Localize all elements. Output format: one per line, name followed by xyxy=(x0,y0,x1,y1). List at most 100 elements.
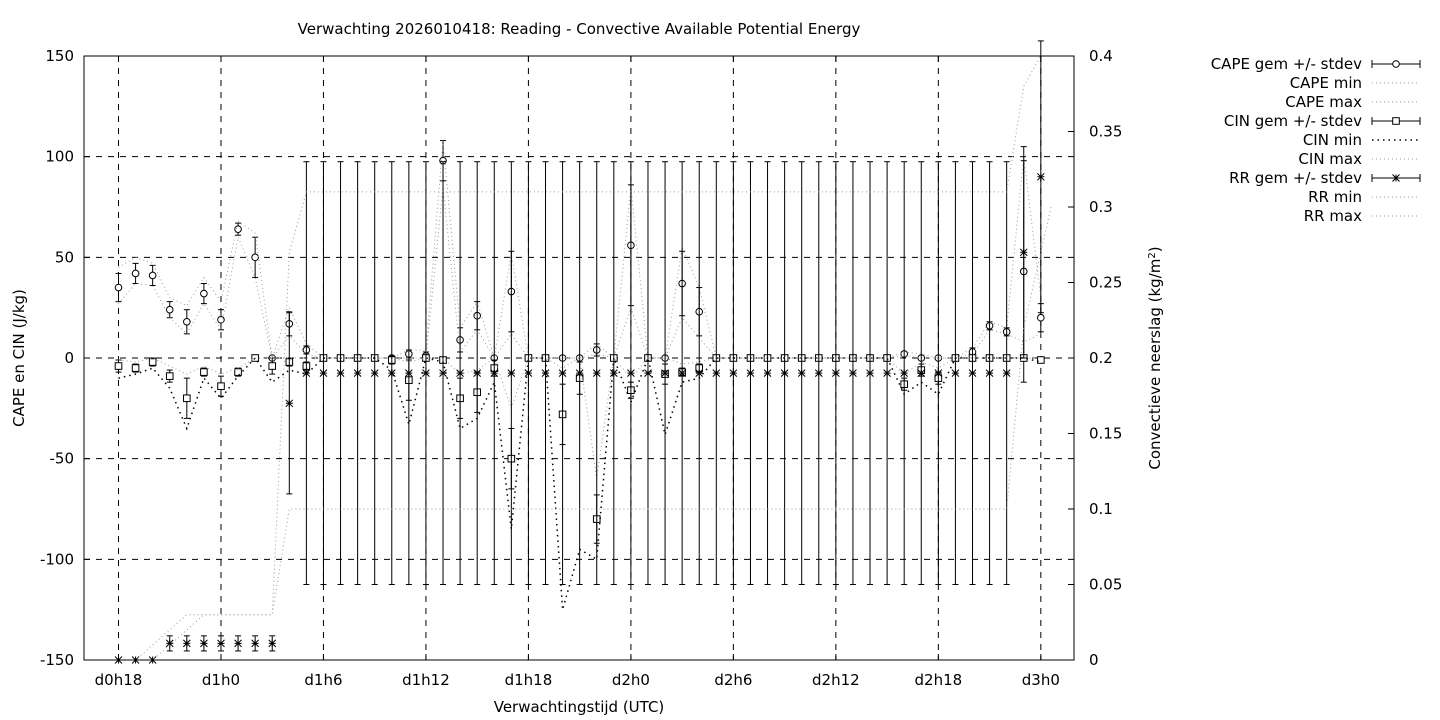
y-tick-label: -50 xyxy=(50,450,75,468)
data-point xyxy=(268,639,277,648)
data-point xyxy=(900,369,909,377)
data-point xyxy=(114,362,123,370)
data-point xyxy=(575,369,584,377)
series-line xyxy=(118,206,1052,661)
data-point xyxy=(217,639,225,648)
y2-tick-label: 0.05 xyxy=(1089,576,1122,594)
data-point xyxy=(353,369,362,377)
data-point xyxy=(439,369,447,377)
data-point xyxy=(182,639,191,648)
data-point xyxy=(370,369,379,377)
data-point xyxy=(763,369,772,377)
data-point xyxy=(217,315,225,324)
chart-title: Verwachting 2026010418: Reading - Convec… xyxy=(298,20,861,38)
data-point xyxy=(217,382,225,390)
data-point xyxy=(148,358,157,366)
legend-label: CIN min xyxy=(1303,131,1362,149)
data-point xyxy=(336,369,345,377)
data-point xyxy=(114,283,123,292)
data-point xyxy=(814,369,823,377)
y2-tick-label: 0.15 xyxy=(1089,425,1122,443)
y2-tick-label: 0.1 xyxy=(1089,500,1113,518)
x-tick-label: d1h0 xyxy=(202,671,240,689)
data-point xyxy=(234,368,242,376)
x-tick-label: d2h0 xyxy=(612,671,650,689)
data-point xyxy=(1019,248,1028,257)
data-point xyxy=(200,639,208,648)
data-point xyxy=(661,369,669,377)
data-point xyxy=(200,368,208,376)
legend-label: CIN gem +/- stdev xyxy=(1224,112,1362,130)
data-point xyxy=(832,369,840,377)
data-point xyxy=(849,369,857,377)
y2-axis-label-main: Convectieve neerslag (kg/m xyxy=(1146,259,1164,470)
y2-tick-label: 0.3 xyxy=(1089,198,1113,216)
legend-label: RR max xyxy=(1304,207,1362,225)
data-point xyxy=(524,369,533,377)
y2-tick-label: 0.4 xyxy=(1089,47,1113,65)
y-tick-label: -150 xyxy=(40,651,74,669)
y-tick-label: 100 xyxy=(45,148,74,166)
data-point xyxy=(234,225,242,233)
data-point xyxy=(985,369,994,377)
legend-marker xyxy=(1392,60,1400,68)
data-point xyxy=(183,394,191,403)
y2-axis-label-end: ) xyxy=(1146,246,1164,252)
data-point xyxy=(883,369,891,377)
data-point xyxy=(268,362,277,370)
legend-marker xyxy=(1392,117,1400,125)
data-point xyxy=(183,317,191,326)
data-point xyxy=(405,369,413,377)
data-point xyxy=(131,364,140,372)
axis-ticks: d0h18 d1h0 d1h6 d1h12 d1h18 d2h0 d2h6 d2h12 d2h1… xyxy=(40,47,1122,689)
data-point xyxy=(678,369,686,377)
x-tick-label: d3h0 xyxy=(1022,671,1060,689)
data-point xyxy=(165,305,174,314)
data-point xyxy=(712,369,721,377)
y-axis-label: CAPE en CIN (J/kg) xyxy=(10,289,28,427)
y2-tick-label: 0.35 xyxy=(1089,123,1122,141)
data-point xyxy=(200,289,208,298)
x-tick-label: d0h18 xyxy=(95,671,143,689)
x-tick-label: d2h6 xyxy=(714,671,752,689)
series-rr-gem-stdev xyxy=(114,40,1045,664)
data-point xyxy=(165,639,174,648)
x-tick-label: d2h12 xyxy=(812,671,860,689)
legend-label: CAPE gem +/- stdev xyxy=(1211,55,1362,73)
data-point xyxy=(319,369,328,377)
data-point xyxy=(456,369,464,377)
data-point xyxy=(866,369,874,377)
data-point xyxy=(1037,356,1045,364)
data-point xyxy=(968,369,977,377)
data-point xyxy=(917,369,926,377)
data-point xyxy=(558,369,567,377)
data-point xyxy=(148,271,157,280)
data-point xyxy=(541,369,550,377)
y-tick-label: 150 xyxy=(45,47,74,65)
data-point xyxy=(729,369,738,377)
data-point xyxy=(934,369,943,377)
data-point xyxy=(473,369,482,377)
x-tick-label: d1h18 xyxy=(505,671,553,689)
data-point xyxy=(951,369,960,377)
y2-tick-label: 0.25 xyxy=(1089,274,1122,292)
legend-label: CIN max xyxy=(1298,150,1362,168)
data-point xyxy=(1002,369,1011,377)
data-point xyxy=(592,369,601,377)
y-tick-label: 0 xyxy=(64,349,74,367)
data-point xyxy=(165,372,174,380)
y2-axis-label-sup: 2 xyxy=(1147,252,1158,258)
data-point xyxy=(131,269,140,278)
legend-marker xyxy=(1392,174,1400,182)
x-tick-label: d1h12 xyxy=(402,671,450,689)
data-point xyxy=(797,369,806,377)
data-point xyxy=(627,369,635,377)
data-point xyxy=(644,369,652,377)
series-rr-min xyxy=(118,206,1052,661)
x-axis-label: Verwachtingstijd (UTC) xyxy=(494,698,665,716)
data-point xyxy=(507,369,516,377)
data-point xyxy=(695,369,704,377)
data-point xyxy=(234,639,242,648)
data-point xyxy=(1036,172,1045,181)
